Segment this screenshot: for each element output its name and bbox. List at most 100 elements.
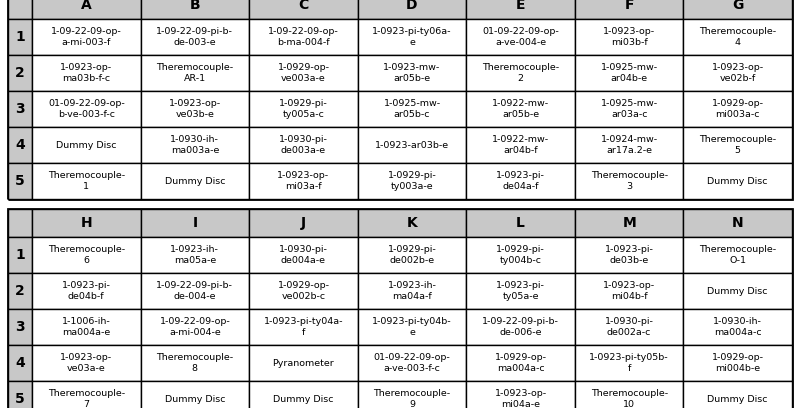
Bar	[32, 209, 141, 237]
Bar	[32, 19, 141, 55]
Text: 01-09-22-09-op-
b-ve-003-f-c: 01-09-22-09-op- b-ve-003-f-c	[48, 99, 125, 119]
Bar	[575, 91, 683, 127]
Bar	[575, 237, 683, 273]
Bar	[32, 345, 141, 381]
Bar	[575, 273, 683, 309]
Bar	[8, 0, 32, 19]
Bar	[358, 209, 466, 237]
Text: 1-0925-mw-
ar03a-c: 1-0925-mw- ar03a-c	[601, 99, 658, 119]
Text: 1-0923-op-
ve03a-e: 1-0923-op- ve03a-e	[60, 353, 112, 373]
Text: B: B	[190, 0, 200, 12]
Text: 1-0930-pi-
de003a-e: 1-0930-pi- de003a-e	[279, 135, 328, 155]
Text: 4: 4	[15, 356, 25, 370]
Text: 01-09-22-09-op-
a-ve-004-e: 01-09-22-09-op- a-ve-004-e	[482, 27, 559, 47]
Text: 4: 4	[15, 138, 25, 152]
Text: 1-0923-pi-ty06a-
e: 1-0923-pi-ty06a- e	[372, 27, 452, 47]
Bar	[575, 55, 683, 91]
Text: 1-09-22-09-pi-b-
de-006-e: 1-09-22-09-pi-b- de-006-e	[482, 317, 559, 337]
Bar	[466, 309, 575, 345]
Bar	[358, 237, 466, 273]
Text: H: H	[81, 216, 92, 230]
Bar	[249, 381, 358, 408]
Text: F: F	[624, 0, 634, 12]
Text: M: M	[622, 216, 636, 230]
Text: 1-09-22-09-op-
b-ma-004-f: 1-09-22-09-op- b-ma-004-f	[268, 27, 339, 47]
Bar	[683, 273, 792, 309]
Text: Theremocouple-
1: Theremocouple- 1	[48, 171, 125, 191]
Text: Theremocouple-
O-1: Theremocouple- O-1	[699, 245, 776, 265]
Text: 1-09-22-09-pi-b-
de-003-e: 1-09-22-09-pi-b- de-003-e	[157, 27, 234, 47]
Text: 1-09-22-09-op-
a-mi-003-f: 1-09-22-09-op- a-mi-003-f	[51, 27, 122, 47]
Text: 1-0923-op-
ve02b-f: 1-0923-op- ve02b-f	[712, 63, 764, 83]
Text: Theremocouple-
2: Theremocouple- 2	[482, 63, 559, 83]
Bar	[575, 209, 683, 237]
Text: Pyranometer: Pyranometer	[273, 359, 334, 368]
Bar	[466, 273, 575, 309]
Text: C: C	[298, 0, 309, 12]
Text: 1-0925-mw-
ar04b-e: 1-0925-mw- ar04b-e	[601, 63, 658, 83]
Bar	[8, 19, 32, 55]
Bar	[466, 381, 575, 408]
Bar	[466, 127, 575, 163]
Text: 1-0930-ih-
ma003a-e: 1-0930-ih- ma003a-e	[170, 135, 219, 155]
Text: Theremocouple-
8: Theremocouple- 8	[156, 353, 234, 373]
Text: 1-09-22-09-op-
a-mi-004-e: 1-09-22-09-op- a-mi-004-e	[159, 317, 230, 337]
Bar	[8, 0, 792, 199]
Text: 1-0923-op-
mi03b-f: 1-0923-op- mi03b-f	[603, 27, 655, 47]
Bar	[358, 309, 466, 345]
Bar	[8, 345, 32, 381]
Text: K: K	[406, 216, 418, 230]
Text: 1-0929-op-
ve002b-c: 1-0929-op- ve002b-c	[278, 281, 330, 301]
Bar	[32, 163, 141, 199]
Bar	[466, 19, 575, 55]
Bar	[575, 19, 683, 55]
Bar	[141, 19, 249, 55]
Bar	[141, 91, 249, 127]
Bar	[141, 309, 249, 345]
Text: Dummy Disc: Dummy Disc	[56, 140, 117, 149]
Text: 1-0923-pi-
de04a-f: 1-0923-pi- de04a-f	[496, 171, 545, 191]
Text: 1-0923-pi-ty05b-
f: 1-0923-pi-ty05b- f	[590, 353, 669, 373]
Text: G: G	[732, 0, 743, 12]
Text: 1-0925-mw-
ar05b-c: 1-0925-mw- ar05b-c	[383, 99, 441, 119]
Text: 3: 3	[15, 320, 25, 334]
Bar	[358, 345, 466, 381]
Bar	[466, 55, 575, 91]
Bar	[466, 345, 575, 381]
Text: 1-0929-pi-
ty003a-e: 1-0929-pi- ty003a-e	[388, 171, 436, 191]
Text: 2: 2	[15, 284, 25, 298]
Bar	[466, 0, 575, 19]
Text: 1-0929-op-
ma004a-c: 1-0929-op- ma004a-c	[494, 353, 546, 373]
Text: N: N	[732, 216, 743, 230]
Text: 1-09-22-09-pi-b-
de-004-e: 1-09-22-09-pi-b- de-004-e	[157, 281, 234, 301]
Text: 5: 5	[15, 174, 25, 188]
Text: Theremocouple-
5: Theremocouple- 5	[699, 135, 776, 155]
Bar	[683, 0, 792, 19]
Text: 1-0923-op-
mi04a-e: 1-0923-op- mi04a-e	[494, 389, 546, 408]
Bar	[8, 273, 32, 309]
Bar	[358, 163, 466, 199]
Bar	[683, 19, 792, 55]
Text: 1: 1	[15, 248, 25, 262]
Text: E: E	[516, 0, 526, 12]
Bar	[575, 127, 683, 163]
Bar	[575, 163, 683, 199]
Text: Theremocouple-
9: Theremocouple- 9	[374, 389, 450, 408]
Text: Dummy Disc: Dummy Disc	[165, 177, 225, 186]
Text: L: L	[516, 216, 525, 230]
Bar	[8, 209, 32, 237]
Bar	[683, 91, 792, 127]
Text: D: D	[406, 0, 418, 12]
Text: Dummy Disc: Dummy Disc	[273, 395, 334, 404]
Bar	[8, 127, 32, 163]
Bar	[249, 237, 358, 273]
Text: 1-0923-mw-
ar05b-e: 1-0923-mw- ar05b-e	[383, 63, 441, 83]
Bar	[8, 55, 32, 91]
Text: 1-0922-mw-
ar05b-e: 1-0922-mw- ar05b-e	[492, 99, 549, 119]
Bar	[249, 0, 358, 19]
Text: 1-0923-pi-
ty05a-e: 1-0923-pi- ty05a-e	[496, 281, 545, 301]
Bar	[32, 381, 141, 408]
Text: 1-0929-op-
mi004b-e: 1-0929-op- mi004b-e	[712, 353, 764, 373]
Text: 1-0929-op-
mi003a-c: 1-0929-op- mi003a-c	[712, 99, 764, 119]
Text: 1-0923-pi-
de04b-f: 1-0923-pi- de04b-f	[62, 281, 110, 301]
